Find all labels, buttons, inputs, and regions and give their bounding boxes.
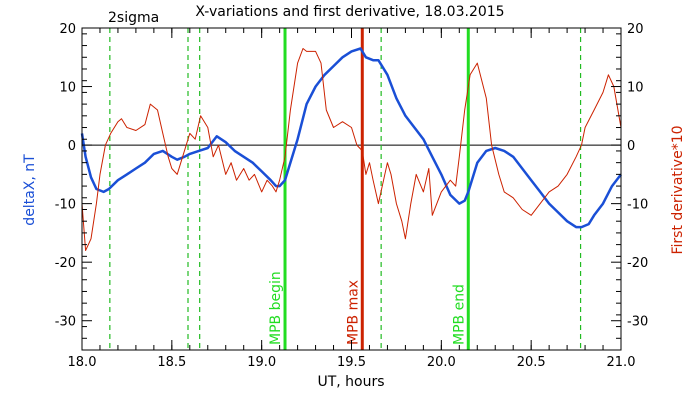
y-tick-label-left: -30 <box>55 315 76 330</box>
derivative-series-line <box>81 48 622 251</box>
y-tick-label-left: -10 <box>55 198 76 213</box>
mpb-line-label: MPB max <box>345 280 361 345</box>
y-tick-label-left: 10 <box>59 81 76 96</box>
y-tick-label-left: 0 <box>68 139 76 154</box>
x-tick-label: 19.0 <box>247 355 276 370</box>
x-tick-label: 20.5 <box>517 355 546 370</box>
y-tick-label-left: -20 <box>55 256 76 271</box>
x-tick-label: 21.0 <box>607 355 636 370</box>
x-axis-label: UT, hours <box>317 374 384 390</box>
y-tick-label-right: 0 <box>627 139 635 154</box>
y-tick-label-right: 10 <box>627 81 644 96</box>
mpb-line-label: MPB end <box>451 284 467 345</box>
lines-layer: MPB begin MPB max MPB end <box>82 28 621 350</box>
y-tick-label-right: -30 <box>627 315 648 330</box>
x-tick-label: 20.0 <box>427 355 456 370</box>
deltax-series-line <box>80 47 622 229</box>
y-tick-label-left: 20 <box>59 22 76 37</box>
y-tick-label-right: -20 <box>627 256 648 271</box>
x-tick-label: 18.5 <box>157 355 186 370</box>
series-layer <box>80 47 622 251</box>
y-axis-label-left: deltaX, nT <box>22 154 38 226</box>
chart-title: X-variations and first derivative, 18.03… <box>195 4 504 20</box>
mpb-line-label: MPB begin <box>268 271 284 345</box>
x-tick-label: 18.0 <box>68 355 97 370</box>
y-axis-label-right: First derivative*10 <box>670 125 686 254</box>
y-tick-label-right: -10 <box>627 198 648 213</box>
axes-layer: 18.0 18.5 19.0 19.5 20.0 20.5 21.0 -30 -30 -20 -20… <box>55 22 648 370</box>
x-tick-label: 19.5 <box>337 355 366 370</box>
y-tick-label-right: 20 <box>627 22 644 37</box>
sigma-label: 2sigma <box>108 10 159 26</box>
